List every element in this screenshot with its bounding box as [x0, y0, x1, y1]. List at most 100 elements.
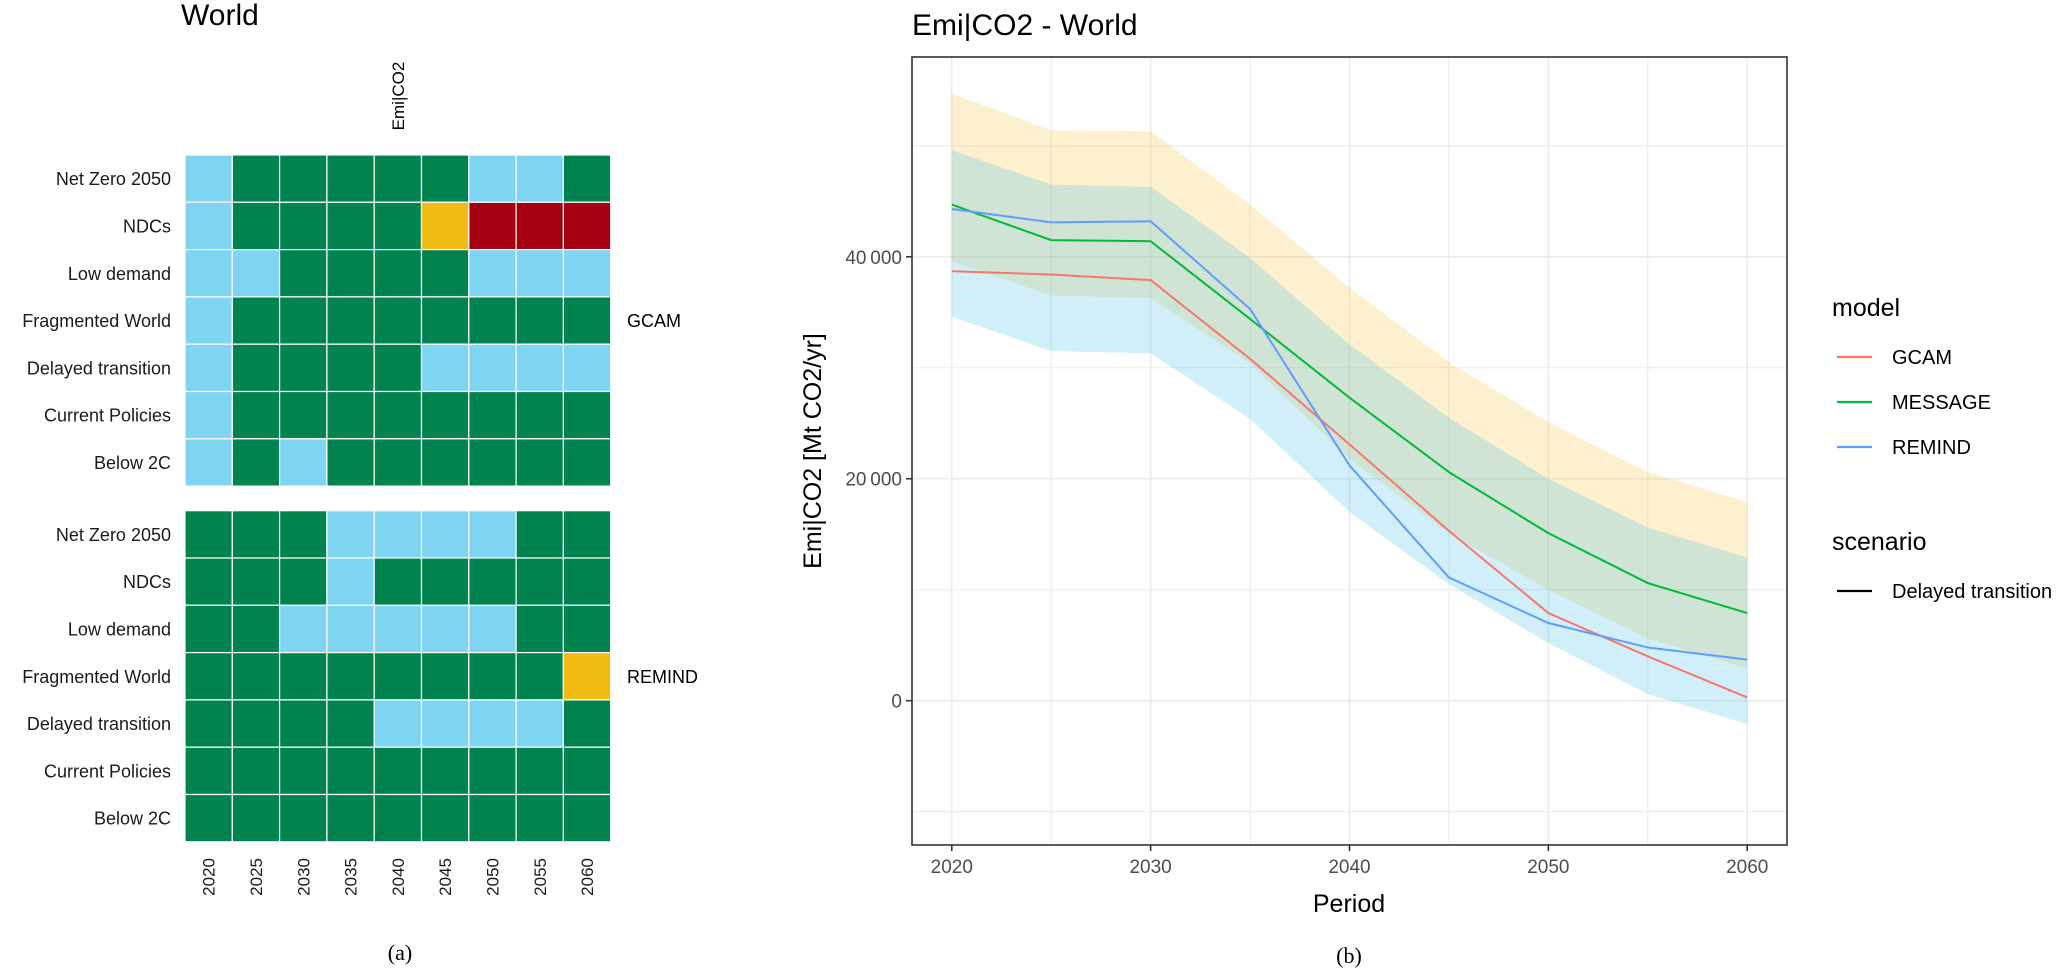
heatmap-cell-remind-ndcs-2035 [326, 557, 375, 606]
heatmap-cell-gcam-net-zero-2050-2035 [326, 154, 375, 203]
heatmap-cell-remind-current-policies-2050 [468, 746, 517, 796]
heatmap-cell-remind-ndcs-2060 [562, 557, 612, 606]
row-label-ndcs: NDCs [123, 216, 171, 236]
heatmap-cell-remind-low-demand-2035 [326, 604, 375, 654]
legend: model GCAM MESSAGE REMIND scenario Delayed… [1832, 294, 2052, 603]
heatmap-cell-remind-below-2c-2035 [326, 793, 375, 843]
heatmap-cell-remind-fragmented-world-2025 [231, 651, 281, 701]
heatmap-cell-gcam-below-2c-2040 [373, 438, 423, 487]
heatmap-cell-gcam-ndcs-2025 [231, 201, 281, 251]
gridlines [912, 57, 1787, 845]
heatmap-x-tick-2035: 2035 [342, 858, 361, 896]
x-tick-label-2020: 2020 [931, 857, 973, 878]
heatmap-cell-remind-net-zero-2050-2040 [373, 510, 423, 559]
line-chart-title: Emi|CO2 - World [912, 9, 1138, 42]
heatmap-cell-remind-fragmented-world-2060 [562, 651, 612, 701]
heatmap-cell-remind-ndcs-2045 [420, 557, 470, 606]
band-upper-band [951, 93, 1748, 669]
x-tick-label-2030: 2030 [1129, 857, 1171, 878]
heatmap-cells [184, 154, 612, 843]
heatmap-cell-gcam-ndcs-2050 [468, 201, 517, 251]
legend-item-remind[interactable]: REMIND [1837, 437, 1971, 459]
heatmap-cell-remind-net-zero-2050-2045 [420, 510, 470, 559]
heatmap-cell-gcam-fragmented-world-2040 [373, 296, 423, 345]
heatmap-cell-gcam-ndcs-2055 [515, 201, 564, 251]
heatmap-cell-gcam-delayed-transition-2020 [184, 343, 233, 393]
heatmap-cell-remind-current-policies-2060 [562, 746, 612, 796]
heatmap-cell-remind-fragmented-world-2040 [373, 651, 423, 701]
heatmap-cell-remind-low-demand-2030 [279, 604, 328, 654]
legend-label-gcam: GCAM [1892, 347, 1952, 369]
legend-item-gcam[interactable]: GCAM [1837, 347, 1952, 369]
heatmap-cell-remind-current-policies-2025 [231, 746, 281, 796]
heatmap-cell-remind-delayed-transition-2025 [231, 699, 281, 748]
legend-label-delayed-transition: Delayed transition [1892, 581, 2052, 603]
heatmap-cell-gcam-low-demand-2040 [373, 249, 423, 298]
heatmap-cell-gcam-delayed-transition-2025 [231, 343, 281, 393]
heatmap-cell-gcam-delayed-transition-2040 [373, 343, 423, 393]
legend-model-items: GCAM MESSAGE REMIND [1837, 347, 1991, 459]
heatmap-cell-gcam-delayed-transition-2035 [326, 343, 375, 393]
row-label-current-policies: Current Policies [44, 761, 171, 781]
legend-item-delayed-transition[interactable]: Delayed transition [1837, 581, 2052, 603]
heatmap-column-label: Emi|CO2 [389, 62, 408, 131]
x-tick-label-2060: 2060 [1726, 857, 1768, 878]
heatmap-cell-remind-fragmented-world-2045 [420, 651, 470, 701]
heatmap-x-tick-2020: 2020 [200, 858, 219, 896]
facet-label-gcam: GCAM [627, 311, 681, 331]
heatmap-x-tick-2040: 2040 [389, 858, 408, 896]
heatmap-facet-labels: GCAM REMIND [627, 311, 698, 687]
heatmap-cell-gcam-low-demand-2060 [562, 249, 612, 298]
heatmap-cell-gcam-net-zero-2050-2055 [515, 154, 564, 203]
heatmap-cell-gcam-net-zero-2050-2040 [373, 154, 423, 203]
heatmap-cell-remind-below-2c-2045 [420, 793, 470, 843]
heatmap-cell-remind-ndcs-2050 [468, 557, 517, 606]
heatmap-cell-gcam-low-demand-2025 [231, 249, 281, 298]
heatmap-cell-remind-net-zero-2050-2055 [515, 510, 564, 559]
heatmap-cell-remind-delayed-transition-2060 [562, 699, 612, 748]
y-axis-title: Emi|CO2 [Mt CO2/yr] [799, 333, 827, 569]
x-axis-title: Period [1313, 890, 1385, 918]
heatmap-cell-gcam-delayed-transition-2050 [468, 343, 517, 393]
heatmap-cell-remind-delayed-transition-2055 [515, 699, 564, 748]
heatmap-cell-remind-current-policies-2055 [515, 746, 564, 796]
heatmap-cell-gcam-low-demand-2055 [515, 249, 564, 298]
heatmap-cell-remind-fragmented-world-2030 [279, 651, 328, 701]
heatmap-cell-remind-delayed-transition-2020 [184, 699, 233, 748]
row-label-current-policies: Current Policies [44, 406, 171, 426]
heatmap-cell-gcam-low-demand-2035 [326, 249, 375, 298]
heatmap-cell-remind-fragmented-world-2035 [326, 651, 375, 701]
heatmap-cell-gcam-current-policies-2035 [326, 390, 375, 440]
band-lower-band [951, 150, 1748, 725]
heatmap-cell-remind-current-policies-2045 [420, 746, 470, 796]
heatmap-cell-remind-net-zero-2050-2025 [231, 510, 281, 559]
heatmap-cell-remind-delayed-transition-2050 [468, 699, 517, 748]
heatmap-cell-remind-below-2c-2060 [562, 793, 612, 843]
row-label-fragmented-world: Fragmented World [22, 667, 171, 687]
heatmap-cell-gcam-delayed-transition-2060 [562, 343, 612, 393]
heatmap-cell-gcam-ndcs-2040 [373, 201, 423, 251]
heatmap-cell-gcam-low-demand-2050 [468, 249, 517, 298]
x-axis-ticks: 2020 2030 2040 2050 2060 [931, 845, 1768, 878]
heatmap-cell-gcam-below-2c-2045 [420, 438, 470, 487]
heatmap-cell-gcam-current-policies-2025 [231, 390, 281, 440]
heatmap-cell-remind-delayed-transition-2035 [326, 699, 375, 748]
legend-label-message: MESSAGE [1892, 392, 1991, 414]
heatmap-cell-gcam-ndcs-2045 [420, 201, 470, 251]
heatmap-cell-gcam-ndcs-2030 [279, 201, 328, 251]
heatmap-cell-gcam-ndcs-2060 [562, 201, 612, 251]
heatmap-cell-remind-low-demand-2040 [373, 604, 423, 654]
heatmap-x-tick-2025: 2025 [247, 858, 266, 896]
heatmap-cell-gcam-low-demand-2030 [279, 249, 328, 298]
heatmap-cell-remind-below-2c-2055 [515, 793, 564, 843]
heatmap-cell-remind-low-demand-2045 [420, 604, 470, 654]
heatmap-cell-remind-net-zero-2050-2030 [279, 510, 328, 559]
heatmap-cell-remind-low-demand-2025 [231, 604, 281, 654]
heatmap-cell-gcam-delayed-transition-2055 [515, 343, 564, 393]
heatmap-cell-gcam-fragmented-world-2050 [468, 296, 517, 345]
heatmap-cell-remind-below-2c-2020 [184, 793, 233, 843]
legend-item-message[interactable]: MESSAGE [1837, 392, 1991, 414]
facet-label-remind: REMIND [627, 667, 698, 687]
